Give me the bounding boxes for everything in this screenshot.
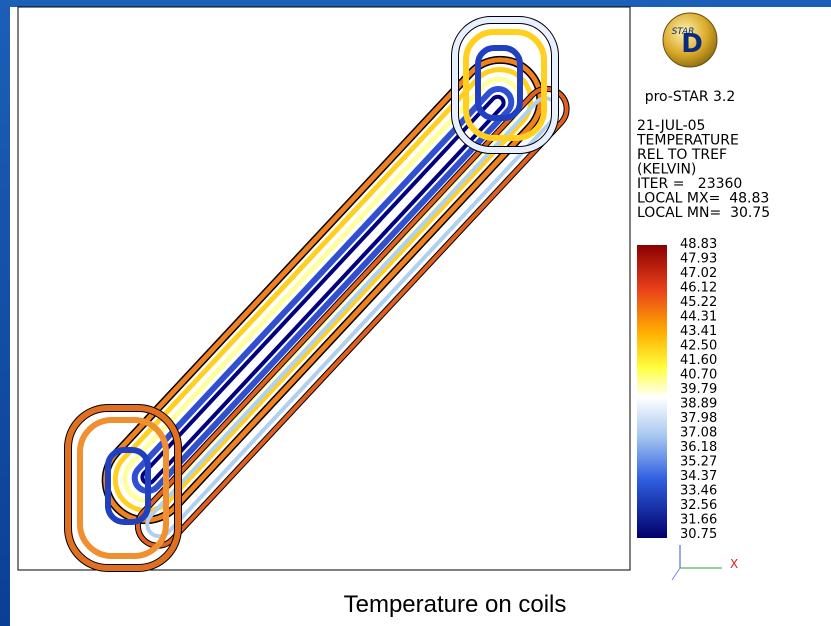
colorbar <box>637 245 667 538</box>
colorbar-label: 31.66 <box>680 513 717 528</box>
colorbar-label: 32.56 <box>680 498 717 513</box>
slide: STAR D pro-STAR 3.2 21-JUL-05TEMPERATURE… <box>0 0 831 626</box>
colorbar-label: 33.46 <box>680 484 717 499</box>
colorbar-label: 35.27 <box>680 455 717 470</box>
colorbar-label: 39.79 <box>680 382 717 397</box>
colorbar-label: 43.41 <box>680 324 717 339</box>
colorbar-label: 37.08 <box>680 426 717 441</box>
logo-letter: D <box>681 29 703 59</box>
colorbar-label: 46.12 <box>680 281 717 296</box>
colorbar-label: 40.70 <box>680 368 717 383</box>
colorbar-label: 38.89 <box>680 397 717 412</box>
colorbar-label: 45.22 <box>680 295 717 310</box>
axis-label: X <box>730 557 738 571</box>
colorbar-label: 34.37 <box>680 469 717 484</box>
slide-canvas: STAR D pro-STAR 3.2 21-JUL-05TEMPERATURE… <box>0 0 831 626</box>
colorbar-label: 37.98 <box>680 411 717 426</box>
colorbar-label: 30.75 <box>680 527 717 542</box>
colorbar-label: 36.18 <box>680 440 717 455</box>
colorbar-label: 47.02 <box>680 266 717 281</box>
product-label: pro-STAR 3.2 <box>645 89 736 105</box>
colorbar-label: 42.50 <box>680 339 717 354</box>
info-line: LOCAL MN= 30.75 <box>637 205 770 221</box>
colorbar-label: 47.93 <box>680 252 717 267</box>
colorbar-label: 44.31 <box>680 310 717 325</box>
colorbar-labels: 48.8347.9347.0246.1245.2244.3143.4142.50… <box>680 237 717 542</box>
colorbar-label: 48.83 <box>680 237 717 252</box>
caption: Temperature on coils <box>344 591 567 618</box>
colorbar-label: 41.60 <box>680 353 717 368</box>
